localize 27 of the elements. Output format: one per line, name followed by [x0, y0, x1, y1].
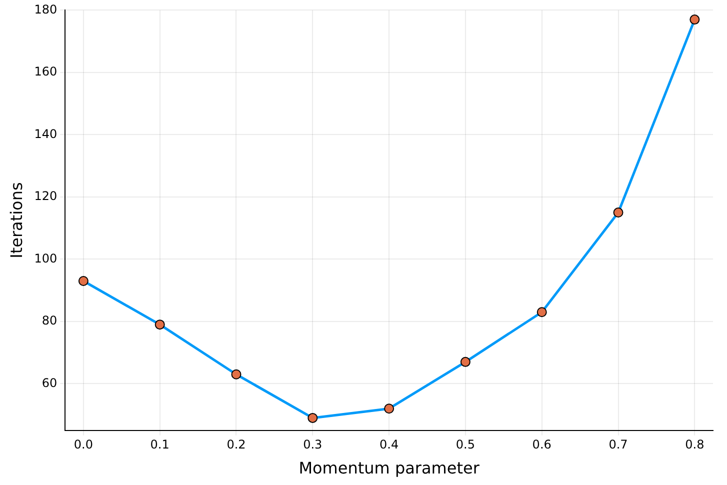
x-tick-label: 0.6	[532, 438, 552, 452]
x-tick-label: 0.0	[74, 438, 93, 452]
point	[231, 369, 242, 380]
point	[536, 307, 547, 318]
y-axis-title: Iterations	[6, 182, 26, 258]
y-tick-label: 80	[42, 314, 58, 328]
x-tick-label: 0.3	[303, 438, 322, 452]
point	[384, 404, 394, 414]
y-tick-label: 140	[34, 126, 58, 141]
x-tick-label: 0.4	[380, 438, 399, 452]
y-tick-label: 100	[34, 251, 58, 266]
point	[460, 356, 470, 367]
x-tick-label: 0.7	[608, 438, 628, 452]
x-tick-label: 0.5	[456, 438, 475, 452]
x-tick-label: 0.8	[685, 438, 704, 452]
x-tick-label: 0.1	[150, 438, 170, 452]
point	[78, 276, 88, 286]
point	[690, 14, 700, 25]
y-tick-label: 180	[34, 2, 58, 16]
x-tick-label: 0.2	[226, 438, 246, 452]
point	[154, 320, 165, 330]
y-tick-label: 160	[34, 64, 58, 79]
y-tick-label: 120	[34, 189, 58, 204]
point	[613, 208, 624, 218]
x-axis-title: Momentum parameter	[298, 458, 480, 478]
y-tick-label: 60	[42, 376, 58, 390]
point	[308, 412, 318, 423]
